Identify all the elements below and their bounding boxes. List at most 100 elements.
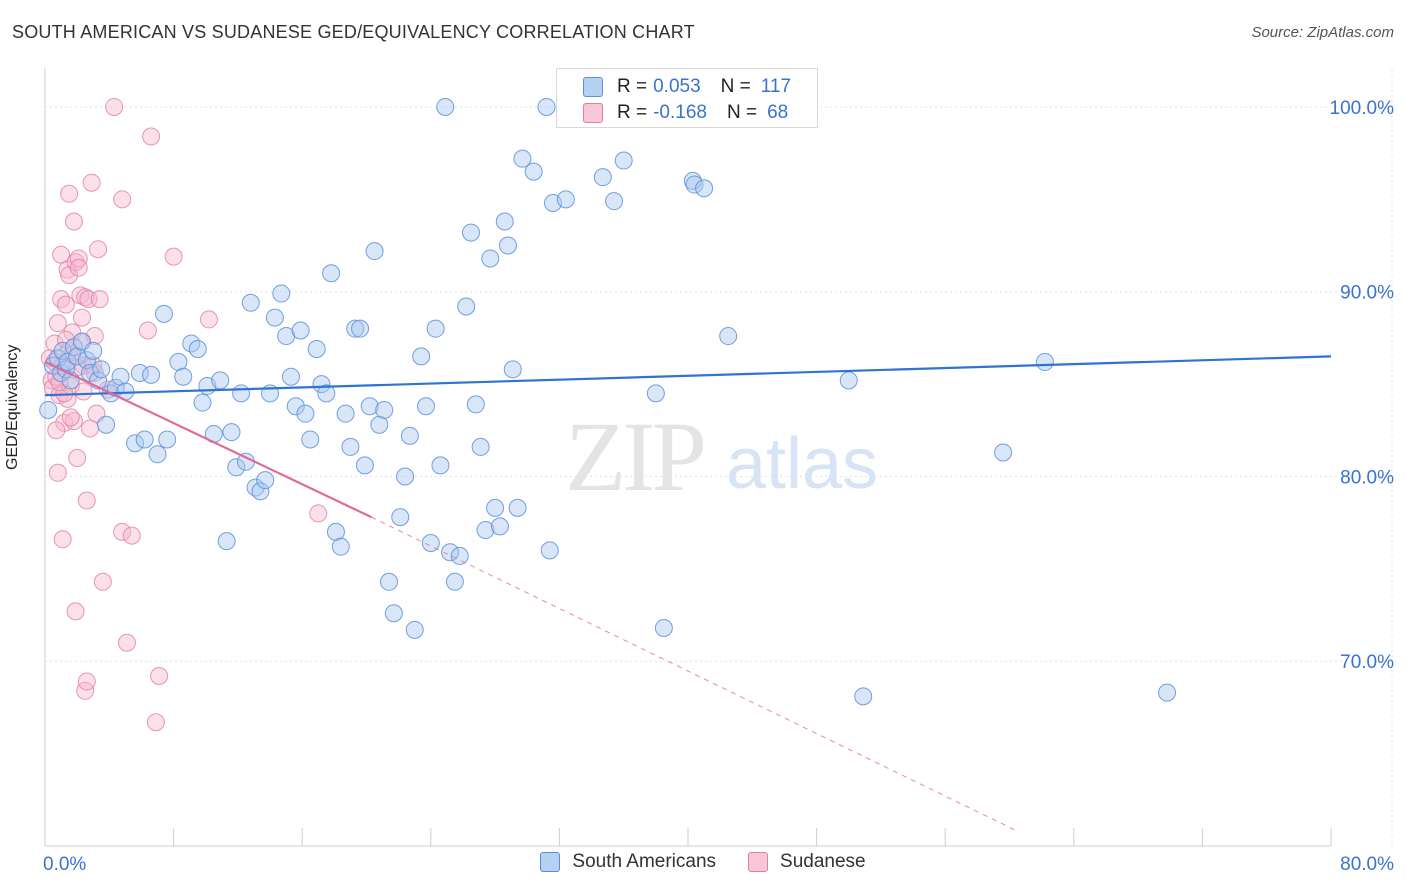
sudanese-point [150,667,169,686]
south-americans-point [513,149,532,168]
sudanese-point [77,672,96,691]
south-americans-point [346,319,365,338]
sudanese-point [72,308,91,327]
sudanese-point [117,633,136,652]
sudanese-point [56,295,75,314]
sudanese-point [142,127,161,146]
legend-item-sudanese: Sudanese [748,851,866,873]
south-americans-point [317,384,336,403]
sudanese-point [69,249,88,268]
south-americans-point [685,175,704,194]
legend-r-label: R = [617,102,648,123]
south-americans-point [445,572,464,591]
chart-title: SOUTH AMERICAN VS SUDANESE GED/EQUIVALEN… [12,22,695,42]
south-americans-point [490,517,509,536]
south-americans-point [461,223,480,242]
south-americans-point [695,179,714,198]
south-americans-point [322,264,341,283]
legend-label: Sudanese [780,851,866,872]
legend-n-value: 68 [767,102,789,123]
south-americans-point [646,384,665,403]
sudanese-point [63,323,82,342]
south-americans-point [97,415,116,434]
south-americans-point [256,471,275,490]
south-americans-point [412,347,431,366]
south-americans-point [130,364,149,383]
south-americans-point [227,458,246,477]
sudanese-point [199,310,218,329]
south-americans-point [291,321,310,340]
south-americans-point [498,236,517,255]
south-americans-point [331,537,350,556]
sudanese-trend-line [44,360,372,519]
legend-row-south-americans: R = 0.053 N = 117 [583,74,791,100]
south-americans-point [286,397,305,416]
south-americans-point [396,467,415,486]
sudanese-point [138,321,157,340]
sudanese-point [105,97,124,116]
south-americans-point [384,604,403,623]
legend-r-value: -0.168 [653,102,707,123]
sudanese-point [164,247,183,266]
y-tick-label: 90.0% [1340,283,1394,304]
south-americans-point [341,437,360,456]
south-americans-point [360,397,379,416]
sudanese-point [76,288,95,307]
south-americans-points [39,97,1177,706]
south-americans-point [375,400,394,419]
south-americans-point [994,443,1013,462]
south-americans-point [246,478,265,497]
source-label: Source: ZipAtlas.com [1251,24,1394,41]
sudanese-point [90,290,109,309]
south-americans-point [370,415,389,434]
sudanese-point [122,526,141,545]
south-americans-point [281,367,300,386]
y-tick-label: 100.0% [1330,98,1395,119]
south-americans-point [466,395,485,414]
south-americans-point [436,97,455,116]
south-americans-point [495,212,514,231]
south-americans-trend-line [44,355,1332,397]
south-americans-point [540,541,559,560]
sudanese-point [48,314,67,333]
south-americans-point [272,284,291,303]
south-americans-point [84,341,103,360]
legend-n-label: N = [726,102,758,123]
south-americans-point [265,308,284,327]
legend-swatch-blue [583,77,603,97]
grid-lines [45,70,1393,846]
south-americans-point [457,297,476,316]
sudanese-point [74,382,93,401]
south-americans-point [135,430,154,449]
south-americans-point [158,430,177,449]
south-americans-point [400,426,419,445]
south-americans-point [142,365,161,384]
correlation-legend: R = 0.053 N = 117 R = -0.168 N = 68 [556,68,818,128]
sudanese-point [48,463,67,482]
legend-n-label: N = [720,76,751,97]
x-tick-label: 0.0% [43,854,86,875]
south-americans-point [193,393,212,412]
y-axis-label: GED/Equivalency [4,344,21,470]
south-americans-point [68,347,87,366]
sudanese-points [40,97,328,732]
sudanese-point [76,681,95,700]
sudanese-point [52,290,71,309]
south-americans-point [148,445,167,464]
south-americans-point [503,360,522,379]
south-americans-point [450,546,469,565]
south-americans-point [854,687,873,706]
sudanese-point [309,504,328,523]
south-americans-point [524,162,543,181]
south-americans-point [312,375,331,394]
sudanese-point [113,522,132,541]
legend-row-sudanese: R = -0.168 N = 68 [583,100,788,126]
legend-label: South Americans [572,851,717,872]
south-americans-point [719,327,738,346]
sudanese-point [113,190,132,209]
south-americans-point [301,430,320,449]
sudanese-point [53,530,72,549]
sudanese-point [68,449,87,467]
south-americans-point [391,508,410,527]
south-americans-point [431,456,450,475]
